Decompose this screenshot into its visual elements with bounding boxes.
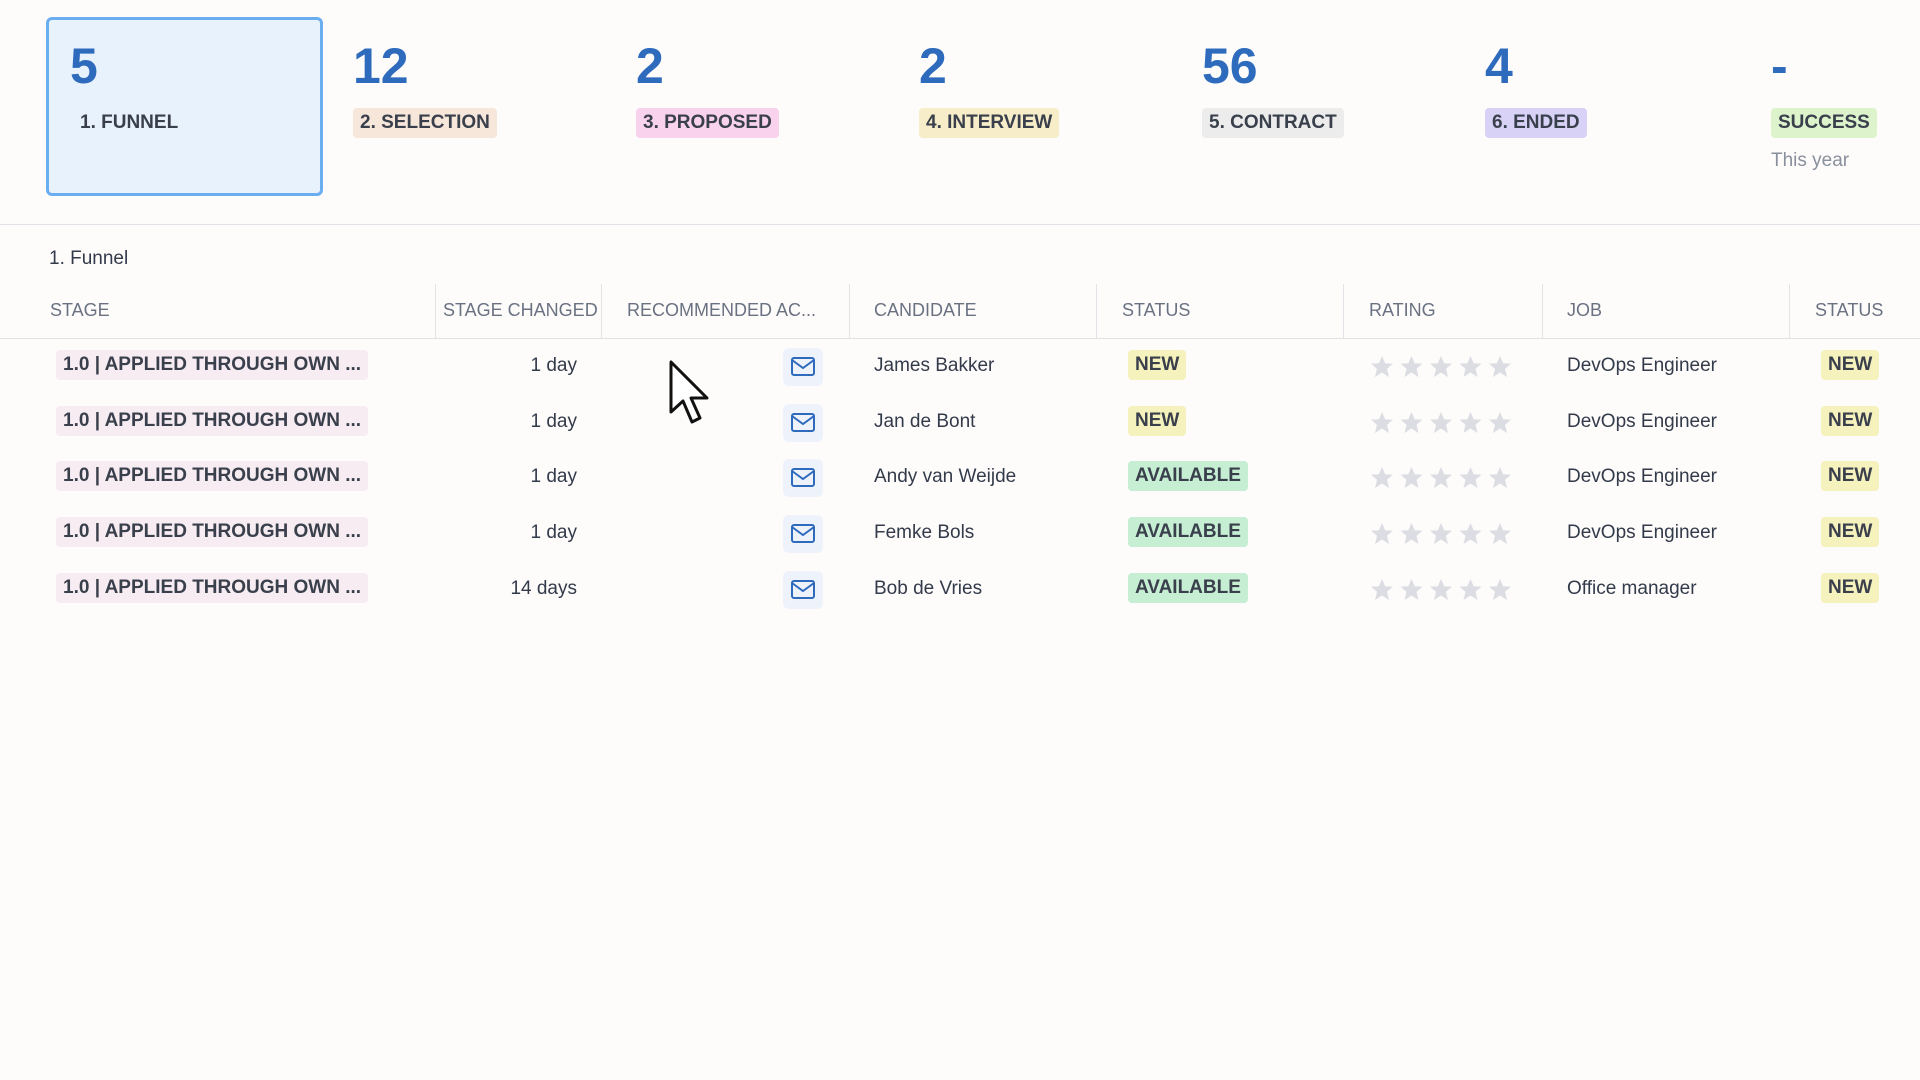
stage-label: 1. FUNNEL <box>80 112 179 133</box>
column-header[interactable]: STAGE CHANGED <box>443 300 598 320</box>
stage-changed: 1 day <box>530 355 577 376</box>
rating[interactable] <box>1369 577 1519 608</box>
stage-count: 5 <box>70 38 98 94</box>
column-header[interactable]: STATUS <box>1815 300 1884 320</box>
stage-pill: 1.0 | APPLIED THROUGH OWN ... <box>56 405 369 436</box>
stage-pill: 1.0 | APPLIED THROUGH OWN ... <box>56 517 369 548</box>
stage-changed: 1 day <box>530 466 577 488</box>
mail-button[interactable] <box>783 459 823 498</box>
mail-icon <box>791 524 815 544</box>
success-period: This year <box>1771 150 1850 171</box>
column-header[interactable]: RATING <box>1369 300 1436 320</box>
stage-label: 2. SELECTION <box>353 108 497 138</box>
job-status: NEW <box>1821 461 1880 492</box>
rating[interactable] <box>1369 521 1519 552</box>
stage-card[interactable]: 5 1. FUNNEL <box>46 17 323 196</box>
section-title: 1. Funnel <box>49 248 129 269</box>
rating[interactable] <box>1369 410 1519 441</box>
candidate-name[interactable]: Andy van Weijde <box>874 466 1017 488</box>
stage-label: 6. ENDED <box>1485 108 1587 138</box>
stage-card[interactable]: 2 4. INTERVIEW <box>895 17 1172 196</box>
column-separator <box>1789 284 1790 338</box>
column-header[interactable]: CANDIDATE <box>874 300 977 320</box>
column-header[interactable]: STATUS <box>1122 300 1191 320</box>
mail-button[interactable] <box>783 403 823 442</box>
column-header[interactable]: JOB <box>1567 300 1603 320</box>
candidate-name[interactable]: Femke Bols <box>874 522 975 544</box>
job-status: NEW <box>1821 572 1880 603</box>
column-separator <box>435 284 436 338</box>
stage-label: 5. CONTRACT <box>1202 108 1344 138</box>
stage-count: 56 <box>1202 38 1258 94</box>
rating-stars <box>1371 467 1511 489</box>
column-header[interactable]: STAGE <box>50 300 110 320</box>
mail-button[interactable] <box>783 348 823 386</box>
rating-stars <box>1371 523 1511 545</box>
stage-pill: 1.0 | APPLIED THROUGH OWN ... <box>56 461 369 492</box>
rating-stars <box>1371 578 1511 600</box>
column-header[interactable]: RECOMMENDED AC... <box>627 300 817 320</box>
column-separator <box>601 284 602 338</box>
candidate-name[interactable]: Bob de Vries <box>874 577 983 599</box>
job-title[interactable]: DevOps Engineer <box>1567 466 1717 488</box>
candidate-status: AVAILABLE <box>1128 517 1248 548</box>
column-separator <box>1343 284 1344 338</box>
cursor <box>669 360 709 424</box>
column-separator <box>849 284 850 338</box>
rating-stars <box>1371 356 1511 377</box>
rating-stars <box>1371 411 1511 433</box>
divider <box>0 224 1920 225</box>
mail-icon <box>791 357 815 376</box>
mail-icon <box>791 412 815 432</box>
stage-pill: 1.0 | APPLIED THROUGH OWN ... <box>56 572 369 603</box>
stage-card[interactable]: 12 2. SELECTION <box>329 17 606 196</box>
stage-count: 2 <box>919 38 947 94</box>
job-title[interactable]: DevOps Engineer <box>1567 410 1717 432</box>
job-title[interactable]: DevOps Engineer <box>1567 522 1717 544</box>
success-label: SUCCESS <box>1771 108 1877 138</box>
stage-card[interactable]: 2 3. PROPOSED <box>612 17 889 196</box>
job-title[interactable]: DevOps Engineer <box>1567 355 1717 376</box>
stage-changed: 14 days <box>510 577 577 599</box>
mail-icon <box>791 468 815 488</box>
rating[interactable] <box>1369 465 1519 496</box>
candidate-status: AVAILABLE <box>1128 461 1248 492</box>
mail-icon <box>791 579 815 599</box>
stage-count: 12 <box>353 38 409 94</box>
stage-pill: 1.0 | APPLIED THROUGH OWN ... <box>56 350 369 380</box>
stage-count: 2 <box>636 38 664 94</box>
stage-card[interactable]: 4 6. ENDED <box>1461 17 1738 196</box>
candidate-status: NEW <box>1128 405 1187 436</box>
column-separator <box>1542 284 1543 338</box>
job-title[interactable]: Office manager <box>1567 577 1697 599</box>
job-status: NEW <box>1821 350 1880 380</box>
mail-button[interactable] <box>783 570 823 609</box>
job-status: NEW <box>1821 517 1880 548</box>
stage-card[interactable]: 56 5. CONTRACT <box>1178 17 1455 196</box>
candidate-name[interactable]: Jan de Bont <box>874 410 976 432</box>
mail-button[interactable] <box>783 515 823 554</box>
stage-count: 4 <box>1485 38 1513 94</box>
job-status: NEW <box>1821 405 1880 436</box>
candidate-status: AVAILABLE <box>1128 572 1248 603</box>
candidate-name[interactable]: James Bakker <box>874 355 995 376</box>
success-card[interactable]: - SUCCESS This year <box>1746 17 1916 196</box>
stage-changed: 1 day <box>530 522 577 544</box>
rating[interactable] <box>1369 354 1519 385</box>
success-count: - <box>1771 38 1788 94</box>
column-separator <box>1096 284 1097 338</box>
stage-label: 4. INTERVIEW <box>919 108 1060 138</box>
stage-changed: 1 day <box>530 410 577 432</box>
stage-label: 3. PROPOSED <box>636 108 779 138</box>
header-line <box>0 338 1920 339</box>
candidate-status: NEW <box>1128 350 1187 380</box>
